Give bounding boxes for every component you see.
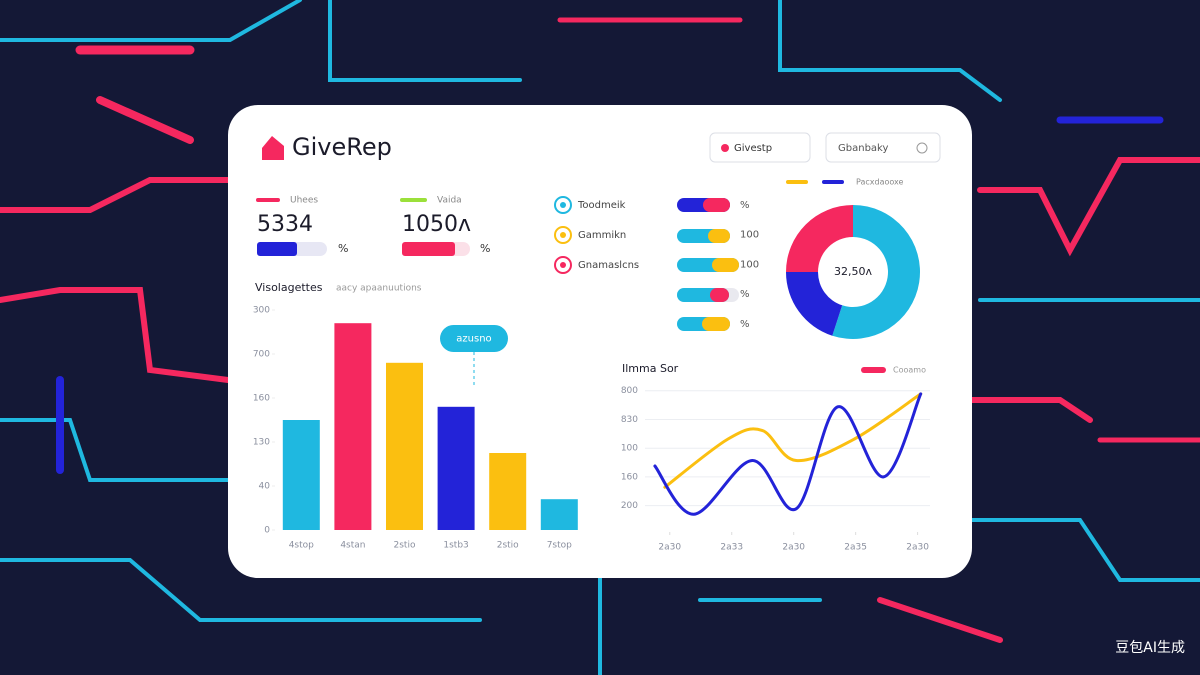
- stat-label: Uhees: [290, 196, 318, 206]
- y-tick-label: 160: [621, 472, 638, 482]
- progress-bar: [710, 288, 729, 302]
- x-tick-label: 2a30: [906, 543, 929, 553]
- pie-slice: [786, 205, 853, 272]
- x-tick-label: 2a30: [782, 543, 805, 553]
- search-icon: [916, 142, 928, 154]
- circuit-line: [0, 558, 482, 622]
- watermark: 豆包AI生成: [1115, 640, 1185, 656]
- list-icon: [554, 226, 572, 244]
- circuit-line: [969, 397, 1093, 423]
- x-tick-label: 2a35: [844, 543, 867, 553]
- y-tick-label: 200: [621, 501, 638, 511]
- x-tick-label: 1stb3: [443, 541, 468, 551]
- y-tick-label: 40: [259, 482, 271, 492]
- brand-name: GiveRep: [292, 133, 392, 161]
- y-tick-label: 130: [253, 438, 270, 448]
- list-icon: [554, 196, 572, 214]
- legend-label: Cooamo: [893, 366, 926, 375]
- annotation: azusno: [456, 334, 491, 345]
- list-label: Gnamaslcns: [578, 260, 639, 271]
- progress-label: 100: [740, 259, 759, 270]
- bar: [386, 362, 423, 530]
- circuit-line: [0, 0, 302, 42]
- stat-unit: %: [338, 242, 348, 255]
- list-icon-dot: [560, 202, 566, 208]
- bar: [437, 406, 475, 530]
- chart-title: Visolagettes: [255, 281, 323, 294]
- list-label: Toodmeik: [577, 200, 626, 211]
- stat-value: 5334: [257, 212, 313, 237]
- chart-subtitle: aacy apaanuutions: [336, 284, 422, 294]
- bar: [540, 499, 578, 530]
- search-box[interactable]: [825, 132, 941, 163]
- circuit-line: [977, 157, 1200, 257]
- progress-bar: [708, 229, 730, 243]
- pie-center-label: 32,50ʌ: [834, 265, 872, 278]
- x-tick-label: 2a30: [658, 543, 681, 553]
- brand-logo: [262, 136, 284, 160]
- bar: [282, 420, 320, 530]
- y-tick-label: 830: [621, 415, 638, 425]
- y-tick-label: 800: [621, 386, 638, 396]
- circuit-line: [970, 518, 1200, 582]
- circuit-line: [0, 177, 231, 213]
- circuit-line: [877, 597, 1003, 643]
- button-icon: [721, 144, 729, 152]
- circuit-line: [0, 287, 231, 383]
- list-icon-dot: [560, 262, 566, 268]
- line-series: [663, 392, 923, 489]
- y-tick-label: 700: [253, 350, 270, 360]
- y-tick-label: 160: [253, 394, 270, 404]
- stat-value: 1050ʌ: [402, 212, 471, 237]
- circuit-line: [778, 0, 1002, 102]
- bar: [334, 323, 372, 530]
- circuit-line: [328, 0, 522, 82]
- list-icon: [554, 256, 572, 274]
- stat-fill: [402, 242, 455, 256]
- stat-label: Vaida: [437, 196, 462, 206]
- stat-fill: [257, 242, 297, 256]
- pie-slice: [832, 205, 920, 340]
- x-tick-label: 2stio: [394, 541, 416, 551]
- y-tick-label: 0: [264, 526, 270, 536]
- pie-slice: [786, 272, 843, 336]
- annotation-pill: [440, 325, 508, 352]
- y-tick-label: 300: [253, 306, 270, 316]
- progress-label: 100: [740, 230, 759, 241]
- progress-label: %: [740, 319, 750, 330]
- stat-unit: %: [480, 242, 490, 255]
- progress-label: %: [740, 200, 750, 211]
- circuit-line: [598, 576, 822, 675]
- line-series: [653, 392, 923, 516]
- circuit-line: [96, 96, 194, 144]
- progress-bars: [677, 198, 739, 331]
- x-tick-label: 4stop: [289, 541, 314, 551]
- x-tick-label: 2stio: [497, 541, 519, 551]
- chart-title: Ilmma Sor: [622, 362, 679, 375]
- chart-title: Pacxdaooxe: [856, 178, 904, 187]
- button-label: Givestp: [734, 143, 772, 154]
- search-label: Gbanbaky: [838, 143, 888, 154]
- list-icon-dot: [560, 232, 566, 238]
- progress-label: %: [740, 289, 750, 300]
- y-tick-label: 100: [621, 444, 638, 454]
- x-tick-label: 2a33: [720, 543, 743, 553]
- x-tick-label: 7stop: [547, 541, 572, 551]
- x-tick-label: 4stan: [340, 541, 365, 551]
- progress-bar: [712, 258, 739, 272]
- progress-bar: [703, 198, 730, 212]
- action-button[interactable]: [709, 132, 811, 163]
- list-label: Gammikn: [578, 230, 626, 241]
- circuit-line: [0, 418, 230, 482]
- bar: [489, 453, 527, 530]
- progress-bar: [702, 317, 730, 331]
